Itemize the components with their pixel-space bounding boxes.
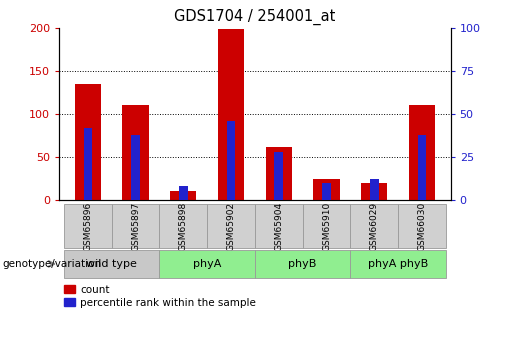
Bar (75, 84, 101, 200)
Bar (418, 135, 426, 200)
Bar (314, 179, 340, 200)
FancyBboxPatch shape (255, 204, 303, 248)
FancyBboxPatch shape (303, 204, 350, 248)
FancyBboxPatch shape (160, 250, 255, 278)
Text: GSM66029: GSM66029 (370, 201, 379, 250)
Text: GSM65898: GSM65898 (179, 201, 188, 250)
FancyBboxPatch shape (64, 204, 112, 248)
FancyBboxPatch shape (350, 204, 398, 248)
Bar (179, 186, 187, 200)
Text: GSM65896: GSM65896 (83, 201, 92, 250)
Bar (370, 179, 379, 200)
Text: GSM65910: GSM65910 (322, 201, 331, 250)
FancyBboxPatch shape (255, 250, 350, 278)
FancyBboxPatch shape (64, 250, 160, 278)
Bar (409, 105, 435, 200)
Text: GSM65897: GSM65897 (131, 201, 140, 250)
Bar (322, 183, 331, 200)
Bar (170, 191, 196, 200)
Bar (131, 135, 140, 200)
Text: GSM65904: GSM65904 (274, 201, 283, 250)
Bar (266, 147, 292, 200)
Bar (83, 128, 92, 200)
Title: GDS1704 / 254001_at: GDS1704 / 254001_at (174, 9, 336, 25)
Text: wild type: wild type (87, 259, 137, 269)
Text: GSM65902: GSM65902 (227, 201, 235, 250)
FancyBboxPatch shape (160, 204, 207, 248)
Text: GSM66030: GSM66030 (418, 201, 426, 250)
FancyBboxPatch shape (207, 204, 255, 248)
Bar (274, 152, 283, 200)
Text: phyB: phyB (288, 259, 317, 269)
Bar (361, 183, 387, 200)
Bar (123, 105, 149, 200)
Text: phyA: phyA (193, 259, 221, 269)
Bar (227, 121, 235, 200)
FancyBboxPatch shape (350, 250, 446, 278)
FancyBboxPatch shape (398, 204, 446, 248)
Bar (218, 29, 244, 200)
Text: genotype/variation: genotype/variation (3, 259, 101, 269)
Text: phyA phyB: phyA phyB (368, 259, 428, 269)
FancyBboxPatch shape (112, 204, 160, 248)
Legend: count, percentile rank within the sample: count, percentile rank within the sample (64, 285, 256, 308)
